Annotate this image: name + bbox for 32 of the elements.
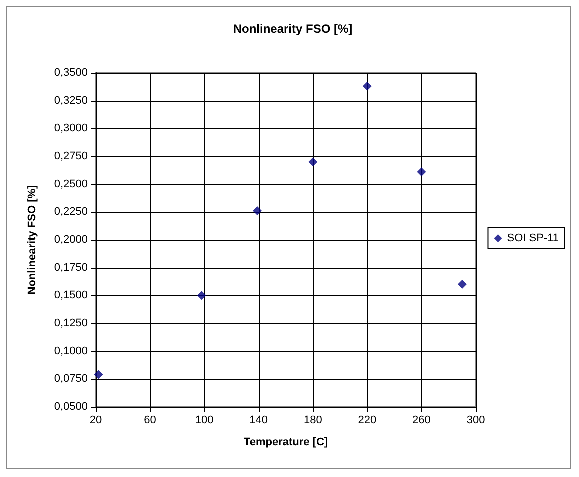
x-tick-label: 180 [304,414,322,426]
x-tick-label: 20 [90,414,102,426]
point [253,206,262,216]
x-tick-label: 260 [412,414,431,426]
y-tick-label: 0,0750 [54,373,88,386]
x-tick-label: 300 [466,414,486,426]
x-tick-label: 220 [358,414,377,426]
y-tick-label: 0,2500 [54,178,88,190]
y-tick-label: 0,1000 [54,345,88,358]
x-axis-title: Temperature [C] [244,436,328,448]
y-tick-label: 0,2250 [54,206,88,218]
legend-label: SOI SP-11 [507,232,560,244]
x-tick-label: 60 [144,414,156,426]
y-tick-label: 0,3500 [54,67,88,79]
x-tick-label: 100 [195,414,214,426]
y-axis-title: Nonlinearity FSO [%] [26,184,38,295]
y-tick-label: 0,1500 [54,290,88,302]
y-tick-label: 0,2750 [54,150,88,162]
y-tick-label: 0,0500 [54,401,88,413]
point [362,82,372,91]
point [417,168,426,177]
y-tick-label: 0,3000 [54,122,88,135]
y-tick-label: 0,3250 [54,94,88,107]
point [197,291,206,300]
chart-title: Nonlinearity FSO [%] [233,22,353,36]
x-tick-label: 140 [250,414,268,426]
point [94,370,104,380]
y-tick-label: 0,1250 [54,318,88,330]
point [308,158,318,167]
y-tick-label: 0,1750 [54,262,88,274]
y-tick-label: 0,2000 [54,234,88,246]
point [458,280,467,290]
